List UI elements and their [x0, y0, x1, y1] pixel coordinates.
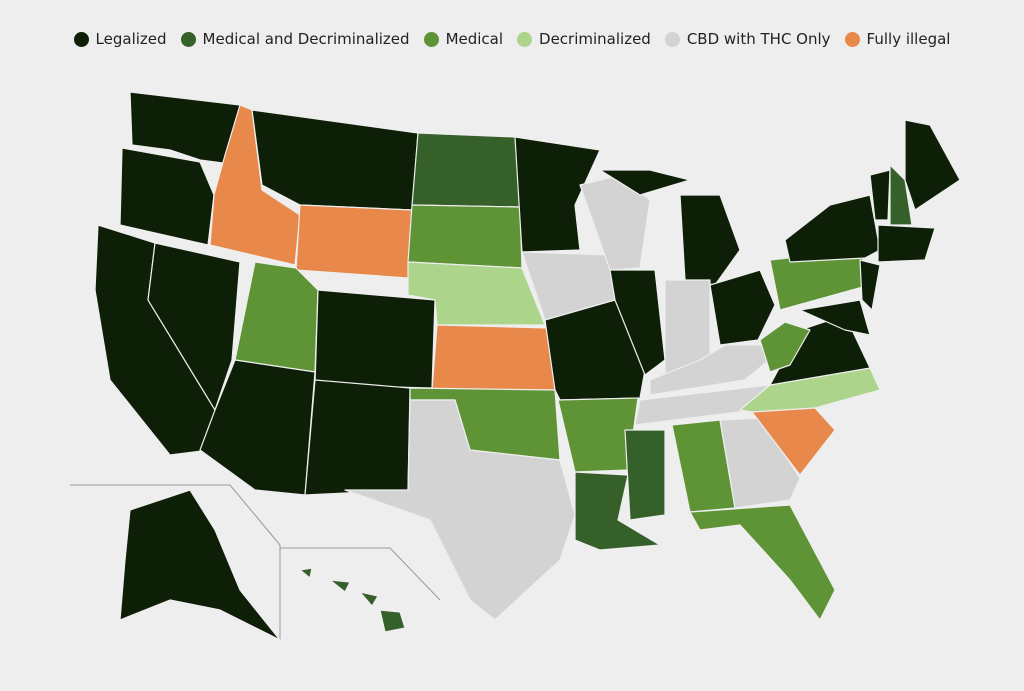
- state: [609, 269, 666, 376]
- state: [877, 224, 936, 263]
- inset-border: [280, 547, 441, 601]
- state: [514, 136, 601, 253]
- legend-label: CBD with THC Only: [686, 30, 831, 48]
- state: [234, 261, 319, 373]
- state: [329, 579, 351, 593]
- legend-item: CBD with THC Only: [664, 30, 831, 48]
- legend-label: Legalized: [95, 30, 167, 48]
- state: [751, 407, 836, 476]
- state: [199, 359, 316, 496]
- state: [411, 132, 521, 208]
- state: [299, 567, 313, 579]
- legend-item: Legalized: [73, 30, 167, 48]
- states: [94, 91, 961, 641]
- legend-label: Decriminalized: [539, 30, 651, 48]
- legend-item: Decriminalized: [517, 30, 651, 48]
- legend-swatch: [73, 31, 89, 47]
- state: [599, 169, 691, 196]
- state: [431, 324, 556, 391]
- state: [344, 399, 576, 621]
- state: [251, 109, 419, 211]
- state: [889, 164, 913, 226]
- state: [147, 242, 241, 411]
- legend: Legalized Medical and Decriminalized Medic…: [0, 30, 1024, 48]
- state: [784, 194, 881, 263]
- state: [295, 204, 413, 279]
- legend-swatch: [423, 31, 439, 47]
- state: [407, 204, 523, 269]
- legend-item: Medical: [423, 30, 504, 48]
- state: [679, 194, 741, 286]
- state: [859, 259, 881, 311]
- state: [379, 609, 406, 633]
- inset-border: [70, 484, 281, 546]
- state: [869, 169, 891, 221]
- state: [799, 299, 871, 336]
- state: [304, 379, 411, 496]
- legend-label: Fully illegal: [866, 30, 951, 48]
- state: [119, 147, 215, 246]
- legend-item: Medical and Decriminalized: [180, 30, 410, 48]
- state: [359, 591, 379, 607]
- state: [719, 417, 801, 509]
- legend-swatch: [180, 31, 196, 47]
- state: [119, 489, 281, 641]
- legend-swatch: [844, 31, 860, 47]
- legend-swatch: [517, 31, 533, 47]
- state: [314, 289, 436, 389]
- legend-swatch: [664, 31, 680, 47]
- state: [759, 321, 811, 373]
- state: [624, 429, 666, 521]
- legend-label: Medical: [445, 30, 504, 48]
- state: [904, 119, 961, 211]
- state: [689, 504, 836, 621]
- state: [709, 269, 776, 346]
- legend-item: Fully illegal: [844, 30, 951, 48]
- legend-label: Medical and Decriminalized: [202, 30, 410, 48]
